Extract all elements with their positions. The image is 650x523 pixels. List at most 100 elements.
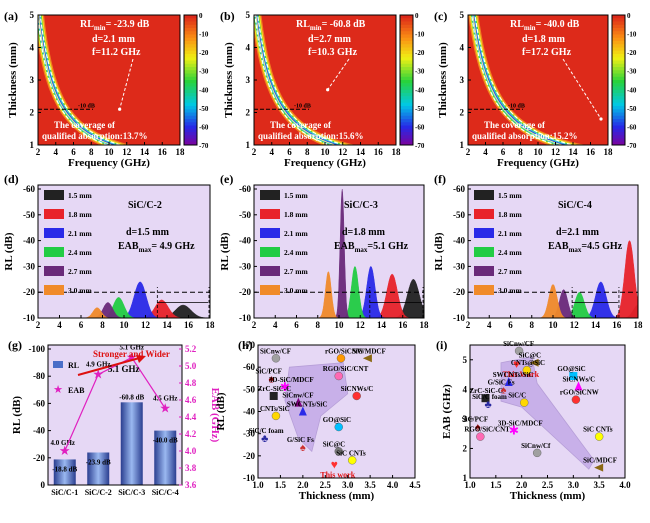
panel-letter: (a): [4, 9, 18, 23]
iso-line-outer: [257, 15, 346, 145]
eab-prefix: EAB: [334, 241, 355, 252]
x-tick-label: 8: [530, 320, 535, 330]
y-tick-label: 2: [246, 108, 251, 118]
colorbar-label: -10: [415, 31, 425, 39]
marker-4: ✱: [280, 380, 290, 394]
point-label: SWCNTs/SiC: [287, 401, 328, 409]
x-tick-label: 10: [120, 320, 130, 330]
y-tick-label: -100: [29, 344, 46, 354]
colorbar-segment: [612, 67, 625, 71]
x-axis-label: Thickness (mm): [299, 490, 375, 502]
legend-swatch: [44, 209, 64, 219]
x-tick-label: 18: [392, 147, 402, 157]
point-label: RGO/SiC/CNT: [464, 426, 510, 434]
rl-curve-3: [554, 291, 606, 318]
sample-title: SiC/C-3: [344, 200, 378, 211]
colorbar-segment: [184, 47, 197, 52]
colorbar-segment: [400, 24, 413, 29]
legend-swatch: [260, 228, 280, 238]
rl-value: = -60.8 dB: [322, 19, 366, 30]
colorbar-segment: [184, 67, 197, 71]
y-tick-label: -60: [33, 398, 45, 408]
legend-label: 2.4 mm: [284, 248, 308, 257]
colorbar-segment: [184, 128, 197, 133]
legend-label: 1.8 mm: [68, 210, 92, 219]
y-tick-label: -10: [23, 313, 35, 323]
colorbar-segment: [400, 106, 413, 110]
eab-value-label: 5.1 GHz: [120, 344, 145, 352]
y-tick-label: -40: [23, 236, 35, 246]
point-label: SiCNWs/C: [563, 375, 596, 383]
point-label: SiC/MDCF: [583, 457, 617, 465]
colorbar-frame: [183, 14, 198, 146]
colorbar-segment: [400, 89, 413, 94]
panel-letter: (d): [4, 172, 19, 186]
sample-title: SiC/C-2: [128, 200, 162, 211]
legend-swatch: [474, 228, 494, 238]
colorbar-segment: [612, 44, 625, 48]
annotation-pointer: [562, 58, 602, 120]
y2-tick-label: 5.0: [185, 361, 197, 371]
x-tick-label: 4.0: [387, 480, 399, 490]
x-tick-label: 16: [374, 147, 384, 157]
legend-label: 2.4 mm: [68, 248, 92, 257]
colorbar-segment: [184, 34, 197, 39]
y-tick-label: 0: [41, 480, 46, 490]
legend-swatch: [44, 266, 64, 276]
y-tick-label: 3: [460, 75, 465, 85]
annotation-d: d=1.8 mm: [522, 34, 566, 45]
info-thickness: d=1.8 mm: [342, 227, 386, 238]
colorbar-label: -20: [199, 49, 209, 57]
ref-label: -10 dB: [78, 103, 95, 109]
marker-6: [269, 391, 278, 400]
annotation-rl: RLmin= -23.9 dB: [80, 19, 150, 32]
x-tick-label: 2.0: [297, 480, 309, 490]
colorbar-segment: [612, 60, 625, 65]
colorbar-segment: [400, 37, 413, 42]
colorbar-frame: [611, 14, 626, 146]
colorbar-segment: [612, 57, 625, 61]
colorbar-segment: [612, 93, 625, 97]
category-label: SiC/C-1: [51, 488, 78, 497]
colorbar-segment: [184, 83, 197, 87]
marker-17: [594, 463, 604, 472]
panel-letter: (c): [434, 9, 447, 23]
x-tick-label: 4.5: [409, 480, 421, 490]
colorbar-segment: [400, 50, 413, 55]
x-axis-label: Thickness (mm): [510, 490, 586, 502]
colorbar-label: -20: [415, 49, 425, 57]
x-tick-label: 6: [501, 147, 506, 157]
eab-value: =5.1 GHz: [367, 241, 408, 252]
category-label: SiC/C-2: [85, 488, 112, 497]
band-4: [255, 15, 340, 145]
colorbar-frame: [399, 14, 414, 146]
colorbar-segment: [612, 119, 625, 123]
colorbar-segment: [400, 47, 413, 52]
colorbar-label: -40: [415, 86, 425, 94]
legend-label: 3.0 mm: [498, 286, 522, 295]
eab-value-label: 4.9 GHz: [86, 361, 111, 369]
rl-prefix: RL: [296, 19, 310, 30]
bar-2: [120, 402, 143, 485]
colorbar-segment: [612, 102, 625, 107]
bar-3: [154, 430, 177, 485]
colorbar-segment: [612, 80, 625, 84]
colorbar-segment: [184, 15, 197, 19]
ref-label: -10 dB: [508, 103, 525, 109]
annotation-f: f=10.3 GHz: [308, 47, 358, 58]
x-tick-label: 6: [287, 147, 292, 157]
colorbar-segment: [612, 15, 625, 19]
legend-label: 1.8 mm: [498, 210, 522, 219]
y-tick-label: -40: [33, 426, 45, 436]
y-tick-label: -40: [453, 236, 465, 246]
heatmap-panel-1: -10 dB RLmin= -60.8 dB d=2.7 mm f=10.3 GHz T…: [220, 9, 425, 169]
colorbar-label: -60: [199, 123, 209, 131]
point-label: ZrC-SiC-C: [258, 385, 291, 393]
colorbar-segment: [612, 141, 625, 146]
x-tick-label: 10: [335, 320, 345, 330]
map-background: [38, 15, 180, 145]
x-tick-label: 2: [466, 147, 471, 157]
colorbar-segment: [612, 86, 625, 91]
legend-swatch: [474, 247, 494, 257]
point-label: SWCNTs/SiC: [493, 371, 534, 379]
